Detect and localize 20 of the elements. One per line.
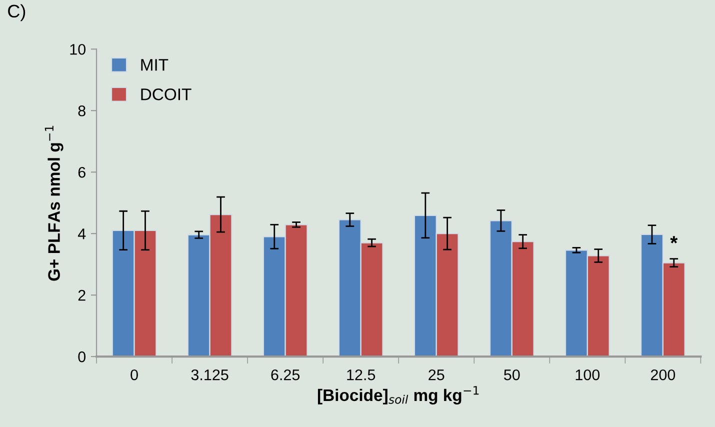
y-tick-label: 2 [78,290,86,301]
legend-label: MIT [141,59,168,71]
x-tick-label: 12.5 [347,369,376,380]
x-tick-label: 50 [504,369,520,380]
x-tick-label: 100 [576,369,600,380]
x-tick-label: 200 [650,369,676,380]
y-tick-label: 0 [78,351,86,362]
y-tick-label: 6 [78,166,86,178]
text: C) [8,4,26,22]
y-axis-title: G+ PLFAs nmol g$^{−1}$ [44,126,64,281]
y-tick-label: 8 [78,105,86,116]
annotation: * [670,236,678,244]
x-tick-label: 3.125 [191,369,228,380]
x-tick-label: 0 [130,369,138,380]
y-tick-label: 4 [78,228,86,240]
y-tick-label: 10 [70,44,86,55]
legend-label: DCOIT [141,88,192,100]
x-tick-label: 25 [428,369,444,380]
x-axis-title: [Biocide]$_{soil}$ mg kg$^{−1}$ [318,386,479,404]
x-tick-label: 6.25 [271,369,300,380]
